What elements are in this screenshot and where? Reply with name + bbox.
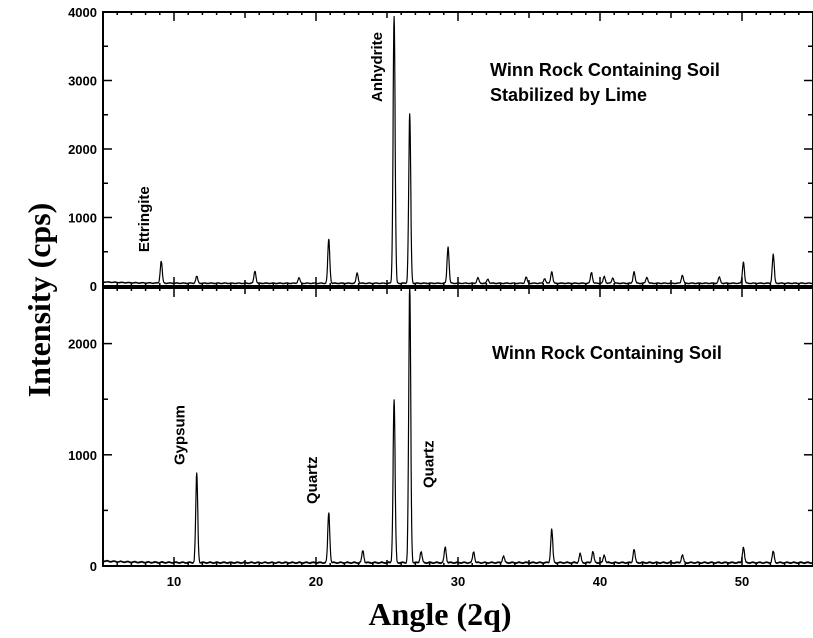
bottom-y-tick-label: 0 xyxy=(90,559,97,574)
x-tick-label: 40 xyxy=(593,574,607,589)
bottom-y-tick-label: 1000 xyxy=(68,448,97,463)
bottom-diffraction-trace xyxy=(102,287,813,565)
bottom-peak-label: Quartz xyxy=(421,440,438,488)
x-tick-label: 10 xyxy=(167,574,181,589)
x-axis-title: Angle (2q) xyxy=(368,596,511,632)
top-y-tick-label: 0 xyxy=(90,279,97,294)
top-y-tick-label: 4000 xyxy=(68,5,97,20)
top-y-tick-label: 2000 xyxy=(68,142,97,157)
top-diffraction-trace xyxy=(102,15,813,285)
top-y-tick-label: 1000 xyxy=(68,211,97,226)
top-panel-title-line: Winn Rock Containing Soil xyxy=(490,60,720,80)
top-peak-label: Anhydrite xyxy=(369,32,386,102)
bottom-panel-frame xyxy=(102,287,813,567)
top-panel-frame xyxy=(102,11,813,287)
top-peak-label: Ettringite xyxy=(136,186,153,252)
bottom-panel-title-line: Winn Rock Containing Soil xyxy=(492,343,722,363)
top-y-tick-label: 3000 xyxy=(68,74,97,89)
x-tick-label: 30 xyxy=(451,574,465,589)
bottom-y-tick-label: 2000 xyxy=(68,337,97,352)
x-tick-label: 20 xyxy=(309,574,323,589)
y-axis-title: Intensity (cps) xyxy=(21,203,57,398)
plot-area: 0 1000 2000 3000 4000 Winn Rock Containing So… xyxy=(68,5,813,589)
x-tick-label: 50 xyxy=(735,574,749,589)
bottom-peak-label: Quartz xyxy=(304,456,321,504)
top-panel-title-line: Stabilized by Lime xyxy=(490,85,647,105)
bottom-peak-label: Gypsum xyxy=(172,405,189,465)
